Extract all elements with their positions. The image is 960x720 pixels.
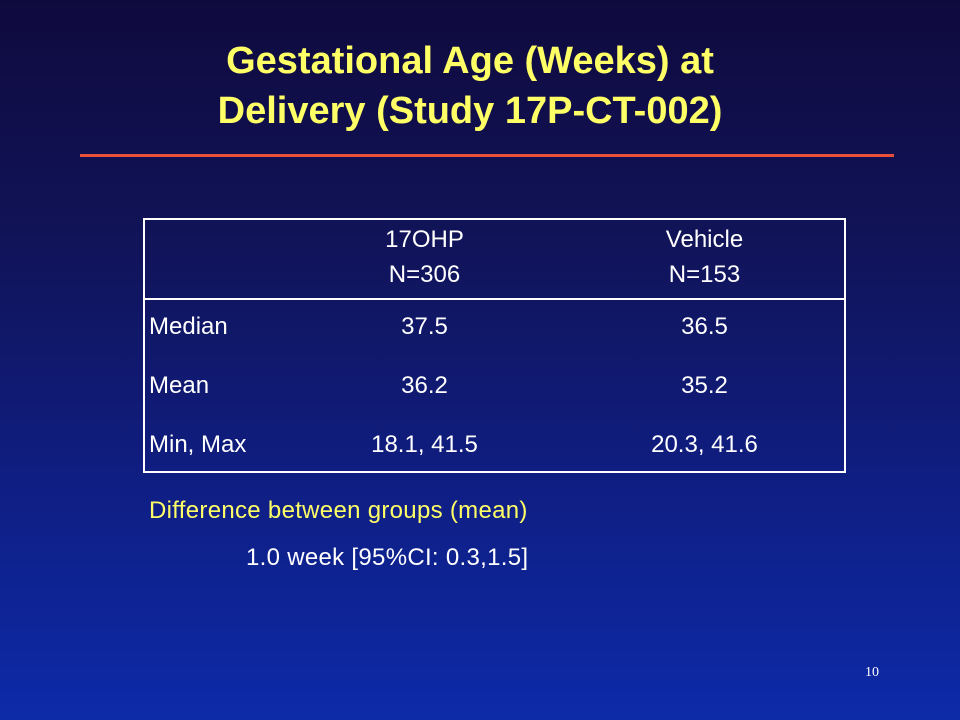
column-header-17ohp: 17OHP N=306 — [285, 218, 564, 297]
difference-value: 1.0 week [95%CI: 0.3,1.5] — [246, 544, 529, 571]
slide-title-line-1: Gestational Age (Weeks) at — [226, 40, 714, 82]
cell-mean-vehicle: 35.2 — [681, 371, 728, 399]
gestational-age-table: 17OHP N=306 Vehicle N=153 Median 37.5 36… — [143, 218, 845, 474]
cell-mean-17ohp: 36.2 — [401, 371, 448, 399]
cell-min-max-17ohp: 18.1, 41.5 — [371, 430, 478, 458]
slide-page-number: 10 — [865, 665, 879, 680]
table-border-top — [143, 218, 846, 220]
row-label-mean: Mean — [149, 371, 210, 399]
table-header-row: 17OHP N=306 Vehicle N=153 — [143, 218, 845, 297]
difference-heading: Difference between groups (mean) — [149, 497, 528, 524]
table-header-empty-cell — [143, 218, 285, 297]
row-label-min-max: Min, Max — [149, 430, 247, 458]
column-header-17ohp-name: 17OHP — [385, 226, 464, 253]
column-header-vehicle: Vehicle N=153 — [564, 218, 845, 297]
title-underline-rule — [80, 154, 894, 157]
slide-title: Gestational Age (Weeks) at Delivery (Stu… — [60, 36, 880, 136]
cell-median-17ohp: 37.5 — [401, 312, 448, 340]
slide-title-line-2: Delivery (Study 17P-CT-002) — [217, 90, 723, 132]
table-border-bottom — [143, 471, 846, 473]
cell-min-max-vehicle: 20.3, 41.6 — [651, 430, 758, 458]
table-header-divider — [143, 298, 846, 300]
table-row-mean: Mean 36.2 35.2 — [143, 356, 845, 415]
table-row-median: Median 37.5 36.5 — [143, 297, 845, 356]
table-border-right — [844, 218, 846, 473]
table-border-left — [143, 218, 145, 473]
table-row-min-max: Min, Max 18.1, 41.5 20.3, 41.6 — [143, 415, 845, 474]
column-header-vehicle-n: N=153 — [668, 261, 741, 288]
column-header-17ohp-n: N=306 — [388, 261, 461, 288]
cell-median-vehicle: 36.5 — [681, 312, 728, 340]
column-header-vehicle-name: Vehicle — [665, 226, 744, 253]
row-label-median: Median — [149, 312, 228, 340]
